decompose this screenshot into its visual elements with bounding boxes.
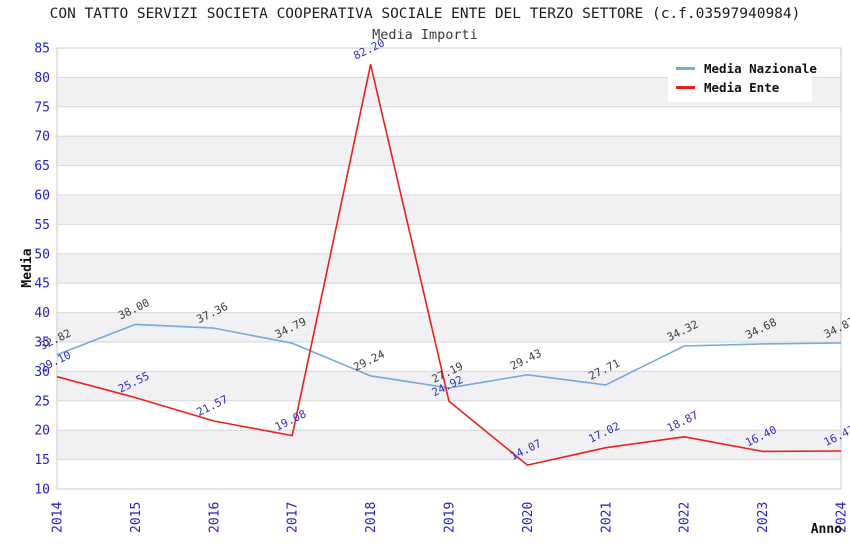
y-tick-label: 15 (34, 453, 50, 468)
y-axis-title: Media (20, 248, 35, 287)
plot-band (57, 136, 841, 166)
legend-label-media-nazionale: Media Nazionale (704, 61, 817, 76)
x-tick-label: 2015 (129, 502, 144, 533)
x-tick-label: 2019 (443, 502, 458, 533)
y-tick-label: 50 (34, 247, 50, 262)
y-tick-label: 70 (34, 130, 50, 145)
x-tick-label: 2021 (599, 502, 614, 533)
y-tick-label: 40 (34, 306, 50, 321)
plot-border (56, 47, 842, 490)
legend: Media Nazionale Media Ente (668, 53, 817, 102)
x-tick-label: 2024 (835, 502, 850, 533)
y-tick-label: 75 (34, 100, 50, 115)
x-tick-label: 2018 (364, 502, 379, 533)
x-tick-label: 2023 (756, 502, 771, 533)
x-axis-title: Anno (811, 522, 842, 537)
legend-item-media-ente: Media Ente (676, 78, 804, 97)
x-tick-label: 2022 (678, 502, 693, 533)
plot-band (57, 371, 841, 401)
series-line-media-ente (56, 63, 842, 466)
data-label: 19.08 (273, 407, 308, 433)
y-tick-label: 10 (34, 483, 50, 498)
x-tick-label: 2014 (51, 502, 66, 533)
y-tick-label: 60 (34, 189, 50, 204)
y-tick-label: 35 (34, 336, 50, 351)
legend-item-media-nazionale: Media Nazionale (676, 59, 817, 78)
y-tick-label: 45 (34, 277, 50, 292)
y-tick-label: 55 (34, 218, 50, 233)
x-tick-label: 2020 (521, 502, 536, 533)
chart-subtitle: Media Importi (372, 27, 478, 43)
plot-band (57, 195, 841, 225)
y-tick-label: 20 (34, 424, 50, 439)
media-ente-line-icon (676, 86, 695, 89)
legend-label-media-ente: Media Ente (704, 80, 780, 95)
plot-band (57, 312, 841, 342)
y-tick-label: 25 (34, 394, 50, 409)
y-tick-label: 80 (34, 71, 50, 86)
y-tick-label: 65 (34, 159, 50, 174)
series-line-media-nazionale (56, 323, 842, 389)
data-label: 29.43 (508, 347, 543, 373)
y-tick-label: 85 (34, 42, 50, 57)
y-tick-label: 30 (34, 365, 50, 380)
x-tick-label: 2016 (207, 502, 222, 533)
data-label: 82.20 (351, 36, 386, 62)
plot-band (57, 430, 841, 460)
x-tick-label: 2017 (286, 502, 301, 533)
media-nazionale-line-icon (676, 67, 695, 70)
data-label: 29.24 (351, 347, 387, 373)
plot-band (57, 253, 841, 284)
chart-title: CON TATTO SERVIZI SOCIETA COOPERATIVA SO… (49, 6, 801, 22)
